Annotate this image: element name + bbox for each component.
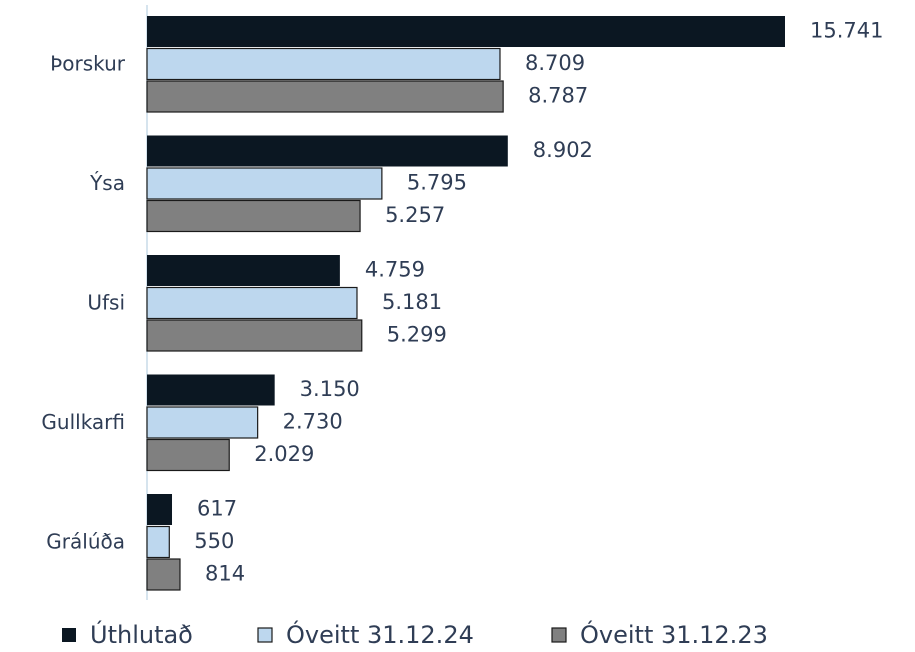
category-label: Þorskur [50,51,126,75]
value-label: 8.787 [528,84,588,108]
bar [146,199,361,233]
bar [147,135,508,167]
bar [146,406,259,439]
value-label: 2.730 [283,410,343,434]
legend-swatch [62,628,76,642]
legend-swatch [551,627,567,643]
bar [146,558,181,591]
value-label: 4.759 [365,258,425,282]
bar [147,16,785,47]
bar [146,319,363,352]
value-label: 5.181 [382,290,442,314]
value-label: 2.029 [254,442,314,466]
value-label: 617 [197,497,237,521]
value-label: 814 [205,562,245,586]
value-label: 5.257 [385,203,445,227]
bar [146,286,358,320]
value-label: 15.741 [810,19,883,43]
bar [147,374,275,406]
value-label: 5.795 [407,171,467,195]
category-label: Ufsi [87,290,125,314]
bar [147,255,340,286]
category-label: Grálúða [46,529,125,553]
legend-label: Úthlutað [90,619,193,649]
value-label: 5.299 [387,323,447,347]
value-label: 8.902 [533,138,593,162]
bar [146,525,170,559]
bar [146,47,501,81]
value-label: 550 [194,529,234,553]
bar [146,438,230,472]
value-label: 8.709 [525,51,585,75]
legend-label: Óveitt 31.12.23 [580,619,768,649]
bar [146,80,504,113]
bar [147,494,173,525]
value-label: 3.150 [300,377,360,401]
legend-swatch [257,627,273,643]
bar [146,167,383,200]
category-label: Ýsa [89,171,125,195]
category-label: Gullkarfi [41,410,125,434]
legend-label: Óveitt 31.12.24 [286,619,474,649]
